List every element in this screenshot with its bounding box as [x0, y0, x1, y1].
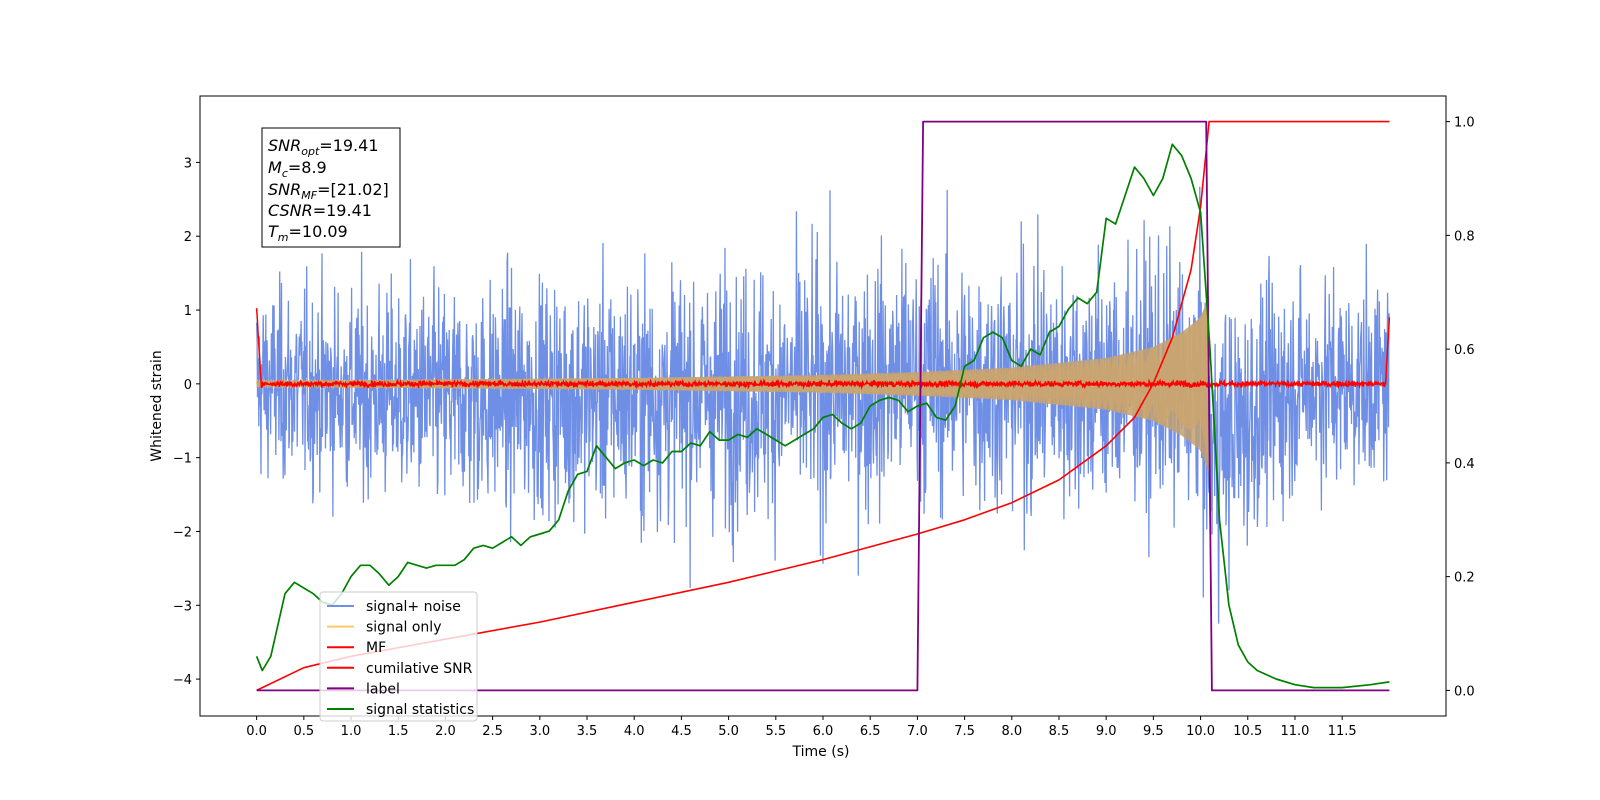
x-tick-label: 7.5 — [954, 724, 975, 739]
y-axis-left: 3 2 1 0 −1 −2 −3 −4 — [173, 156, 200, 688]
x-tick-label: 9.0 — [1096, 724, 1117, 739]
x-tick-label: 3.0 — [529, 724, 550, 739]
annotation-snr-mf: SNRMF=[21.02] — [268, 180, 389, 202]
x-tick-label: 8.5 — [1049, 724, 1070, 739]
x-tick-label: 9.5 — [1143, 724, 1164, 739]
y2-tick-label: 0.6 — [1454, 343, 1475, 358]
y-tick-label: 1 — [184, 304, 192, 319]
y-tick-label: −2 — [173, 525, 192, 540]
x-tick-label: 10.5 — [1233, 724, 1262, 739]
annotation-mc: Mc=8.9 — [268, 158, 327, 180]
y-tick-label: 0 — [184, 378, 192, 393]
annotation-csnr: CSNR=19.41 — [268, 201, 372, 220]
legend-label: cumilative SNR — [366, 661, 473, 677]
legend-label: MF — [366, 640, 386, 656]
legend-box — [319, 591, 478, 722]
y-tick-label: −1 — [173, 452, 192, 467]
annotation-snr-opt: SNRopt=19.41 — [268, 136, 379, 158]
x-tick-label: 8.0 — [1001, 724, 1022, 739]
x-tick-label: 0.0 — [246, 724, 267, 739]
y2-tick-label: 1.0 — [1454, 116, 1475, 131]
annotation-box: SNRopt=19.41 Mc=8.9 SNRMF=[21.02] CSNR=1… — [261, 127, 401, 248]
annotation-tm-value: 10.09 — [302, 222, 348, 241]
x-tick-label: 1.5 — [388, 724, 409, 739]
legend-label: signal statistics — [366, 702, 474, 718]
y2-tick-label: 0.0 — [1454, 684, 1475, 699]
y-tick-label: −3 — [173, 599, 192, 614]
x-tick-label: 3.5 — [577, 724, 598, 739]
x-tick-label: 11.5 — [1328, 724, 1357, 739]
series-label — [256, 120, 1390, 692]
x-tick-label: 10.0 — [1186, 724, 1215, 739]
y-axis-right: 1.0 0.8 0.6 0.4 0.2 0.0 — [1446, 116, 1475, 699]
legend-label: signal only — [366, 620, 441, 636]
x-tick-label: 0.5 — [293, 724, 314, 739]
y2-tick-label: 0.8 — [1454, 229, 1475, 244]
x-axis: 0.0 0.5 1.0 1.5 2.0 2.5 3.0 3.5 4.0 4.5 5.0 5.5 6.0 6… — [246, 716, 1357, 739]
x-tick-label: 4.5 — [671, 724, 692, 739]
x-tick-label: 1.0 — [341, 724, 362, 739]
x-tick-label: 5.5 — [765, 724, 786, 739]
x-axis-label: Time (s) — [792, 744, 850, 760]
legend-label: signal+ noise — [366, 599, 461, 615]
y-tick-label: 3 — [184, 156, 192, 171]
x-tick-label: 2.5 — [482, 724, 503, 739]
x-tick-label: 6.0 — [813, 724, 834, 739]
x-tick-label: 7.0 — [907, 724, 928, 739]
annotation-snr-opt-value: 19.41 — [333, 136, 379, 155]
x-tick-label: 4.0 — [624, 724, 645, 739]
series-signal-statistics — [255, 143, 1390, 689]
y-axis-label: Whitened strain — [149, 350, 165, 461]
x-tick-label: 6.5 — [860, 724, 881, 739]
annotation-mc-value: 8.9 — [301, 158, 326, 177]
y2-tick-label: 0.2 — [1454, 571, 1475, 586]
annotation-snr-mf-value: [21.02] — [330, 180, 388, 199]
y-tick-label: −4 — [173, 673, 192, 688]
annotation-tm: Tm=10.09 — [268, 222, 348, 244]
legend-label: label — [366, 681, 400, 697]
y-tick-label: 2 — [184, 230, 192, 245]
y2-tick-label: 0.4 — [1454, 457, 1475, 472]
series-mf — [255, 308, 1391, 390]
x-tick-label: 11.0 — [1280, 724, 1309, 739]
x-tick-label: 5.0 — [718, 724, 739, 739]
legend: signal+ noise signal only MF cumilative SNR… — [319, 591, 478, 722]
x-tick-label: 2.0 — [435, 724, 456, 739]
annotation-csnr-value: 19.41 — [326, 201, 372, 220]
